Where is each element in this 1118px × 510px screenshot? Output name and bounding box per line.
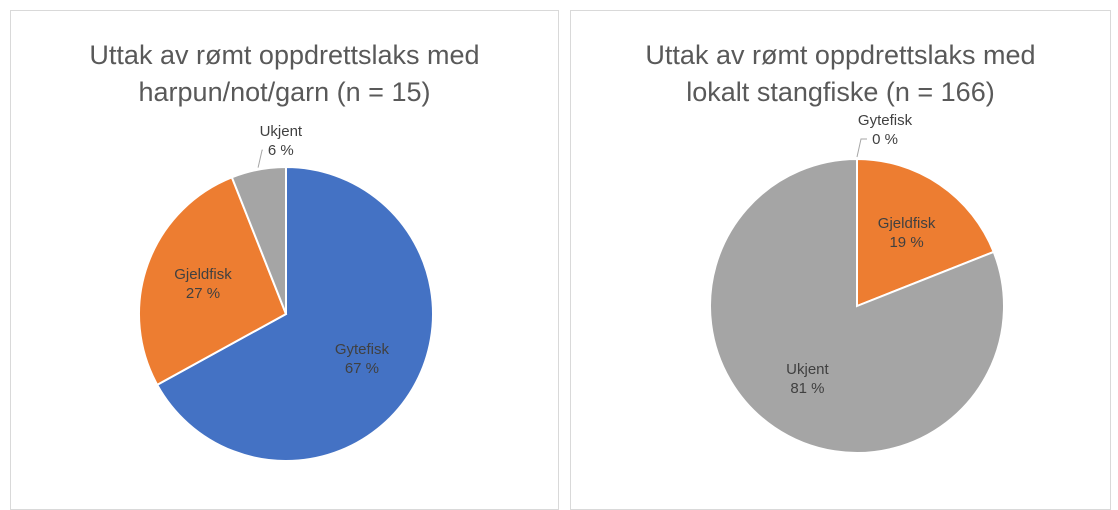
leader-line	[257, 149, 263, 168]
pie-slice	[155, 165, 434, 462]
pie-slice	[230, 165, 287, 315]
data-label-category: Gjeldfisk	[174, 266, 232, 283]
data-label-value: 81 %	[790, 380, 824, 397]
data-label-value: 27 %	[186, 285, 220, 302]
chart: Gytefisk 67 % Gjeldfisk 27 % Ukjent 6 %	[138, 123, 434, 462]
chart-panel: Gytefisk 0 % Gjeldfisk 19 % Ukjent 81 % Uttak…	[570, 10, 1111, 510]
chart-title: Uttak av rømt oppdrettslaks med harpun/n…	[89, 40, 480, 107]
data-label-value: 6 %	[268, 142, 294, 159]
data-label-category: Ukjent	[260, 123, 303, 140]
data-label-value: 67 %	[345, 360, 379, 377]
chart-title: Uttak av rømt oppdrettslaks med lokalt s…	[645, 40, 1036, 107]
data-label-category: Gjeldfisk	[878, 215, 936, 232]
data-label-value: 19 %	[889, 234, 923, 251]
chart-panel: Gytefisk 67 % Gjeldfisk 27 % Ukjent 6 % Uttak…	[10, 10, 559, 510]
pie-slice	[138, 176, 288, 387]
leader-line	[856, 138, 867, 158]
data-label-category: Ukjent	[786, 361, 829, 378]
page: Gytefisk 67 % Gjeldfisk 27 % Ukjent 6 % Uttak…	[10, 10, 1111, 510]
data-label-value: 0 %	[872, 131, 898, 148]
pie-slice	[856, 157, 995, 308]
chart: Gytefisk 0 % Gjeldfisk 19 % Ukjent 81 %	[709, 112, 1005, 454]
data-label-category: Gytefisk	[858, 112, 913, 129]
data-label-category: Gytefisk	[335, 341, 390, 358]
pie-slice	[709, 157, 1005, 454]
